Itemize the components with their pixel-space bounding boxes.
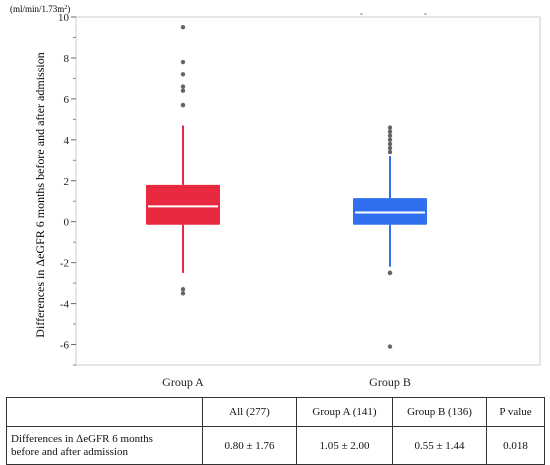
y-tick-label: 8 — [64, 53, 70, 65]
table-cell: 0.55 ± 1.44 — [392, 426, 487, 465]
row-label-line2: before and after admission — [11, 445, 128, 458]
y-tick-label: 0 — [64, 217, 70, 229]
y-tick-label: -2 — [60, 258, 69, 270]
y-tick-label: 4 — [64, 135, 70, 147]
box-group — [353, 125, 427, 349]
stats-table: All (277) Group A (141) Group B (136) P … — [6, 397, 545, 465]
outlier-point — [387, 149, 393, 155]
y-tick-label: 10 — [58, 12, 70, 24]
outlier-point — [180, 287, 186, 292]
y-tick-label: 6 — [64, 94, 70, 106]
outlier-point — [387, 129, 393, 134]
unit-label: (ml/min/1.73m2) — [10, 4, 70, 14]
x-category-label: Group A — [162, 375, 204, 389]
outlier-point — [387, 145, 393, 151]
table-cell: 0.80 ± 1.76 — [202, 426, 297, 465]
outlier-point — [180, 25, 186, 30]
outlier-point — [387, 137, 393, 143]
outlier-point — [180, 88, 186, 93]
x-axis-labels: Group A Group B — [162, 375, 411, 389]
y-tick-label: 2 — [64, 176, 70, 188]
outlier-point — [387, 133, 393, 138]
table-header-cell: P value — [486, 397, 545, 427]
outlier-point — [180, 72, 186, 77]
table-header-row: All (277) Group A (141) Group B (136) P … — [6, 397, 545, 427]
table-row-label: Differences in ΔeGFR 6 months before and … — [6, 426, 203, 465]
table-row: Differences in ΔeGFR 6 months before and … — [6, 426, 545, 465]
table-header-cell: All (277) — [202, 397, 297, 427]
y-axis: -6 -4 -2 0 2 4 6 8 10 — [58, 12, 76, 366]
outlier-point — [180, 291, 186, 296]
outlier-point — [387, 125, 393, 130]
y-tick-label: -4 — [60, 299, 70, 311]
outlier-point — [387, 141, 393, 147]
outlier-point — [180, 102, 186, 108]
box-group — [146, 25, 220, 296]
y-tick-label: -6 — [60, 340, 70, 352]
table-header-cell — [6, 397, 203, 427]
table-cell: 0.018 — [486, 426, 545, 465]
table-header-cell: Group A (141) — [296, 397, 393, 427]
outlier-point — [180, 84, 186, 89]
outlier-point — [387, 344, 393, 349]
outlier-point — [180, 59, 186, 65]
box-plot-chart: (ml/min/1.73m2) Differences in ΔeGFR 6 m… — [10, 4, 541, 389]
box-body — [353, 198, 427, 225]
plot-frame — [75, 16, 541, 366]
row-label-line1: Differences in ΔeGFR 6 months — [11, 432, 153, 445]
table-cell: 1.05 ± 2.00 — [296, 426, 393, 465]
y-axis-label: Differences in ΔeGFR 6 months before and… — [33, 52, 47, 337]
table-header-cell: Group B (136) — [392, 397, 487, 427]
box-body — [146, 184, 220, 225]
box-series — [146, 25, 427, 349]
outlier-point — [387, 270, 393, 276]
x-category-label: Group B — [369, 375, 411, 389]
